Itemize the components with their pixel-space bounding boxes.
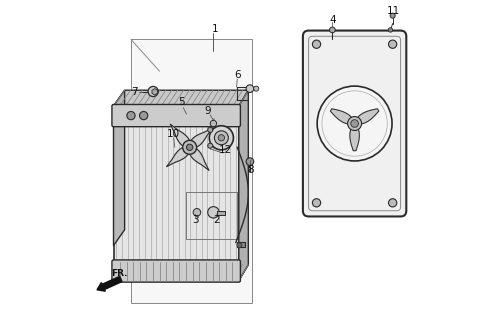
Polygon shape — [171, 124, 190, 146]
FancyBboxPatch shape — [303, 31, 406, 216]
Circle shape — [183, 140, 197, 154]
Text: 8: 8 — [247, 164, 254, 174]
Circle shape — [210, 120, 217, 127]
Polygon shape — [190, 148, 209, 170]
Circle shape — [351, 120, 359, 127]
Polygon shape — [114, 90, 125, 246]
Circle shape — [348, 116, 362, 131]
Text: 3: 3 — [192, 215, 198, 225]
Text: 12: 12 — [219, 146, 232, 156]
Text: 4: 4 — [329, 15, 336, 25]
Circle shape — [254, 86, 259, 91]
Polygon shape — [114, 106, 239, 281]
Circle shape — [317, 86, 392, 161]
Text: 6: 6 — [234, 70, 240, 80]
Circle shape — [148, 86, 158, 97]
FancyBboxPatch shape — [112, 260, 240, 282]
Circle shape — [312, 199, 320, 207]
Circle shape — [214, 131, 228, 145]
Circle shape — [218, 135, 224, 141]
Circle shape — [208, 143, 213, 148]
Polygon shape — [330, 109, 353, 124]
Polygon shape — [166, 147, 189, 167]
Text: 10: 10 — [166, 129, 180, 139]
Polygon shape — [114, 265, 248, 281]
Polygon shape — [239, 90, 248, 281]
Polygon shape — [350, 127, 359, 151]
Circle shape — [390, 13, 395, 18]
Circle shape — [139, 111, 148, 120]
Circle shape — [388, 199, 397, 207]
FancyArrow shape — [97, 276, 122, 291]
Circle shape — [209, 126, 233, 150]
Circle shape — [193, 209, 201, 216]
Polygon shape — [357, 109, 379, 124]
Circle shape — [208, 207, 219, 218]
Text: 11: 11 — [387, 6, 400, 16]
Circle shape — [237, 243, 242, 248]
Circle shape — [246, 158, 254, 165]
Bar — [187, 192, 237, 239]
Circle shape — [208, 127, 213, 132]
Text: 2: 2 — [213, 215, 220, 225]
Text: 1: 1 — [212, 24, 218, 34]
Polygon shape — [191, 128, 213, 147]
Bar — [237, 243, 245, 247]
Circle shape — [187, 144, 193, 150]
Circle shape — [388, 28, 393, 32]
Text: 7: 7 — [131, 87, 137, 97]
Text: 5: 5 — [178, 97, 185, 107]
Circle shape — [312, 40, 320, 48]
Polygon shape — [131, 39, 252, 303]
Circle shape — [329, 27, 335, 33]
Bar — [217, 211, 225, 215]
Polygon shape — [114, 90, 248, 106]
Text: 9: 9 — [205, 106, 211, 116]
Circle shape — [388, 40, 397, 48]
Text: FR.: FR. — [112, 269, 128, 278]
Circle shape — [127, 111, 135, 120]
Circle shape — [246, 85, 254, 92]
FancyBboxPatch shape — [112, 105, 240, 127]
